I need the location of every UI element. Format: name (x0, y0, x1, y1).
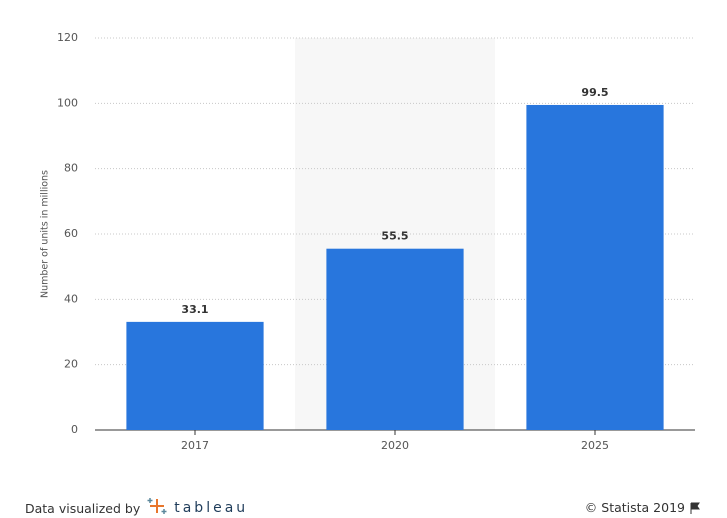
copyright: © Statista 2019 (585, 500, 701, 515)
x-tick-label: 2020 (381, 439, 409, 452)
credit-text: Data visualized by (25, 500, 141, 516)
y-tick-label: 20 (64, 358, 78, 371)
y-tick-label: 0 (71, 423, 78, 436)
tableau-logo: tableau (174, 500, 249, 516)
copyright-text: © Statista 2019 (584, 500, 685, 515)
y-tick-label: 100 (57, 96, 78, 109)
y-tick-label: 120 (57, 31, 78, 44)
bar (326, 248, 464, 430)
value-label: 99.5 (581, 86, 608, 99)
chart: Number of units in millions 0 20 40 60 80 100… (40, 31, 695, 452)
x-tick-label: 2017 (181, 439, 209, 452)
y-tick-label: 40 (64, 292, 78, 305)
y-tick-label: 80 (64, 162, 78, 175)
tableau-icon (147, 498, 167, 514)
value-label: 55.5 (381, 230, 408, 243)
y-tick-label: 60 (64, 227, 78, 240)
y-axis-label: Number of units in millions (40, 170, 51, 298)
flag-icon[interactable] (689, 502, 701, 514)
bar (526, 104, 664, 430)
bar (126, 321, 264, 430)
credit: Data visualized by tableau (25, 498, 249, 516)
value-label: 33.1 (181, 303, 208, 316)
x-tick-label: 2025 (581, 439, 609, 452)
